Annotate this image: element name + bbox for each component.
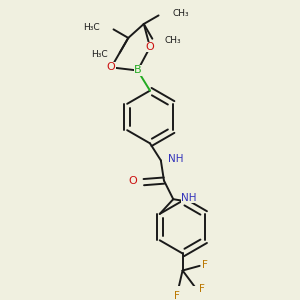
- Text: H₃C: H₃C: [91, 50, 107, 59]
- Text: O: O: [107, 62, 116, 72]
- Text: CH₃: CH₃: [172, 9, 189, 18]
- Text: NH: NH: [168, 154, 184, 164]
- Text: F: F: [202, 260, 208, 270]
- Text: H₃C: H₃C: [83, 23, 100, 32]
- Text: CH₃: CH₃: [165, 36, 182, 45]
- Text: F: F: [199, 284, 205, 293]
- Text: F: F: [174, 291, 180, 300]
- Text: B: B: [134, 65, 141, 76]
- Text: NH: NH: [181, 193, 196, 203]
- Text: O: O: [128, 176, 137, 186]
- Text: O: O: [146, 42, 154, 52]
